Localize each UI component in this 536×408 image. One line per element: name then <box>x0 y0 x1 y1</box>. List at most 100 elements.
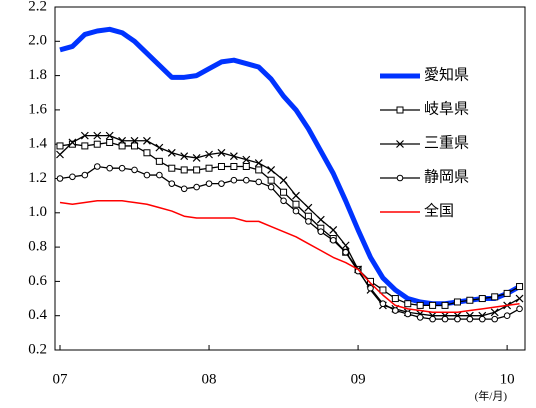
series-marker <box>316 215 325 224</box>
series-marker <box>143 171 151 179</box>
series-line <box>59 141 520 307</box>
series-marker <box>93 163 101 170</box>
series-marker <box>292 207 300 215</box>
series-marker <box>106 164 113 172</box>
legend-label: 岐阜県 <box>424 100 469 117</box>
series-marker <box>391 295 399 303</box>
series-marker <box>392 307 399 314</box>
series-marker <box>416 314 424 321</box>
legend-label: 全国 <box>424 201 454 219</box>
series-marker <box>118 142 126 150</box>
series-marker <box>255 178 263 186</box>
series-marker <box>490 308 499 317</box>
y-tick-label: 1.4 <box>28 136 47 152</box>
x-tick-label: 07 <box>53 371 69 387</box>
series-marker <box>230 176 238 184</box>
series-marker <box>118 136 127 145</box>
series-marker <box>242 155 251 164</box>
series-marker <box>143 136 151 145</box>
legend-marker <box>396 140 404 148</box>
series-marker <box>329 226 338 234</box>
series-marker <box>304 203 313 212</box>
series-marker <box>280 197 287 205</box>
series-marker <box>292 200 300 208</box>
series-marker <box>354 267 362 275</box>
series-marker <box>93 131 102 140</box>
series-marker <box>56 175 64 182</box>
series-marker <box>491 293 499 301</box>
series-line <box>59 165 520 320</box>
series-marker <box>80 131 89 140</box>
series-marker <box>329 236 337 244</box>
series-marker <box>453 298 461 306</box>
x-tick-label: 10 <box>500 371 515 387</box>
series-marker <box>404 300 412 308</box>
series-marker <box>404 310 412 318</box>
series-marker <box>156 171 163 179</box>
series-marker <box>441 315 449 323</box>
series-marker <box>242 162 250 170</box>
series-marker <box>267 176 275 184</box>
y-tick-label: 1.0 <box>28 204 47 220</box>
y-tick-label: 0.4 <box>28 307 47 323</box>
series-marker <box>279 176 288 185</box>
series-marker <box>180 166 188 174</box>
series-marker <box>131 142 139 150</box>
y-tick-label: 1.6 <box>28 101 47 117</box>
legend-marker <box>396 106 404 114</box>
legend-marker <box>396 174 404 182</box>
series-marker <box>478 315 486 323</box>
series-marker <box>205 164 213 172</box>
series-marker <box>205 180 213 187</box>
series-marker <box>105 131 114 140</box>
series-marker <box>130 136 139 145</box>
series-marker <box>143 149 151 157</box>
series-marker <box>168 164 176 172</box>
x-tick-label: 09 <box>351 371 366 387</box>
legend-label: 三重県 <box>424 134 469 151</box>
series-marker <box>254 159 263 167</box>
series-marker <box>267 183 275 191</box>
y-tick-label: 1.2 <box>28 170 47 186</box>
series-marker <box>342 248 349 256</box>
series-marker <box>441 301 449 309</box>
series-marker <box>81 171 89 179</box>
series-marker <box>218 180 225 187</box>
series-marker <box>56 150 64 159</box>
series-marker <box>180 185 188 193</box>
series-marker <box>429 301 437 309</box>
series-marker <box>192 153 201 162</box>
series-marker <box>205 150 213 159</box>
x-axis-unit: (年/月) <box>475 389 508 403</box>
y-tick-label: 2.0 <box>28 33 47 49</box>
series-marker <box>217 148 226 157</box>
series-marker <box>267 166 276 174</box>
series-marker <box>243 176 250 184</box>
legend-label: 愛知県 <box>424 66 469 83</box>
series-marker <box>217 162 225 170</box>
series-marker <box>305 218 312 225</box>
series-marker <box>168 180 176 187</box>
series-marker <box>367 284 374 292</box>
series-marker <box>255 166 263 174</box>
series-marker <box>466 315 474 323</box>
series-marker <box>280 188 288 196</box>
series-marker <box>429 315 436 323</box>
series-marker <box>193 166 201 174</box>
series-line <box>59 134 520 317</box>
series-marker <box>292 191 300 200</box>
series-marker <box>454 315 461 323</box>
series-marker <box>317 228 325 235</box>
series-marker <box>515 294 524 303</box>
series-marker <box>503 312 511 320</box>
x-tick-label: 08 <box>202 371 217 387</box>
y-tick-label: 0.2 <box>28 341 47 357</box>
series-marker <box>155 143 164 152</box>
series-marker <box>367 277 374 285</box>
series-marker <box>229 152 238 161</box>
series-marker <box>93 140 101 148</box>
series-line <box>59 200 520 314</box>
series-marker <box>341 241 350 250</box>
series-marker <box>230 162 238 170</box>
